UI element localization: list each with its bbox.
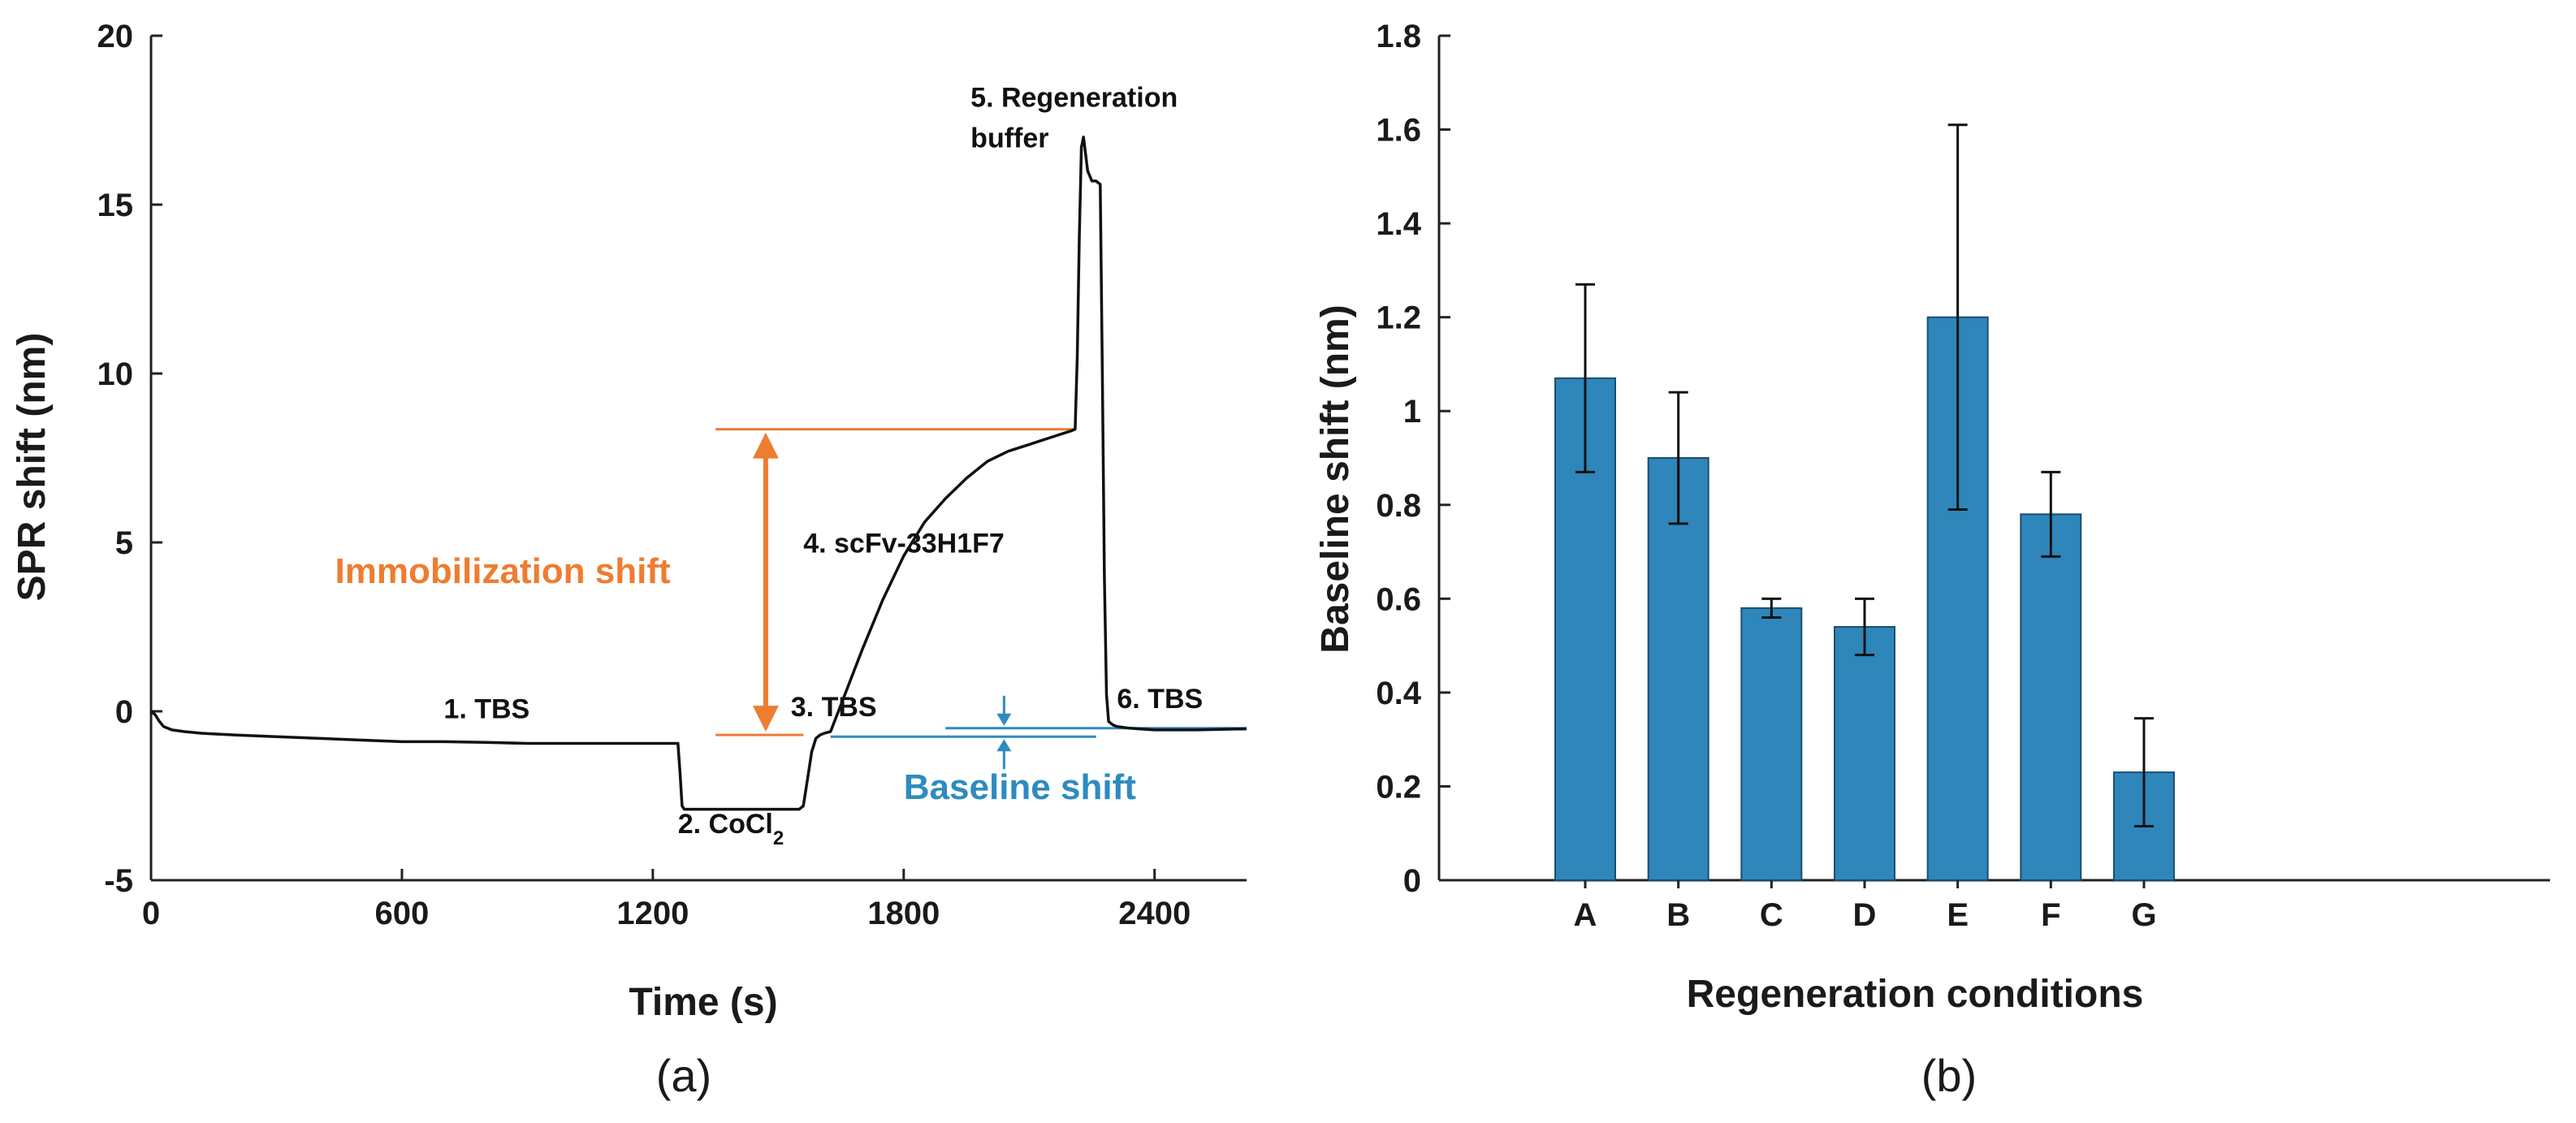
panel-a-annotation: 5. Regeneration bbox=[970, 82, 1178, 113]
panel-a-axes bbox=[149, 36, 1247, 882]
panel-a-y-tick-label: 0 bbox=[115, 694, 133, 730]
category-label-C: C bbox=[1760, 897, 1783, 933]
bar-F bbox=[2020, 513, 2082, 881]
panel-a-series bbox=[149, 136, 1247, 811]
panel-a-shift-guides bbox=[715, 428, 1247, 770]
panel-b-error-bars bbox=[1575, 123, 2154, 828]
panel-a-annotation: 4. scFv-33H1F7 bbox=[803, 528, 1005, 559]
panel-a-x-tick-label: 1200 bbox=[616, 896, 689, 931]
panel-a-ticks: -5 0 5 10 15 20 0 600 1200 1800 2400 bbox=[97, 19, 1191, 931]
category-label-D: D bbox=[1853, 897, 1877, 933]
panel-b-y-tick-label: 1.4 bbox=[1376, 206, 1421, 242]
panel-a-annotation: buffer bbox=[970, 123, 1048, 153]
panel-b-category-labels: A B C D E F G bbox=[1574, 880, 2157, 933]
panel-a-annotation: 6. TBS bbox=[1117, 684, 1203, 715]
panel-a-x-axis-title: Time (s) bbox=[629, 981, 777, 1024]
panel-a-x-tick-label: 1800 bbox=[867, 896, 940, 931]
panel-b-y-tick-label: 0.4 bbox=[1376, 676, 1421, 711]
panel-a-annotation-subscript: 2 bbox=[773, 827, 784, 849]
panel-a-x-tick-label: 0 bbox=[142, 896, 160, 931]
panel-b-bar-chart: 0 0.2 0.4 0.6 0.8 1 1.2 1.4 1.6 1.8 A B C D E F G Regen… bbox=[1314, 19, 2550, 1101]
baseline-arrow-down-head bbox=[996, 713, 1012, 726]
panel-a-y-tick-label: 20 bbox=[97, 19, 134, 54]
panel-a-y-tick-label: 15 bbox=[97, 188, 134, 223]
panel-b-y-tick-label: 0.2 bbox=[1376, 769, 1421, 805]
immobilization-arrow-head-up bbox=[752, 432, 779, 459]
panel-b-axes bbox=[1437, 36, 2550, 882]
panel-b-y-tick-label: 0.8 bbox=[1376, 488, 1421, 524]
panel-b-x-axis-title: Regeneration conditions bbox=[1687, 973, 2144, 1016]
category-label-E: E bbox=[1947, 897, 1969, 933]
panel-b-y-tick-label: 1.2 bbox=[1376, 300, 1421, 336]
panel-b-y-tick-label: 1.8 bbox=[1376, 19, 1421, 54]
panel-a-x-tick-label: 600 bbox=[375, 896, 430, 931]
panel-a-annotation: 3. TBS bbox=[791, 692, 877, 723]
panel-a-caption: (a) bbox=[656, 1050, 711, 1101]
panel-b-y-axis-title: Baseline shift (nm) bbox=[1314, 305, 1357, 653]
panel-a-x-tick-label: 2400 bbox=[1118, 896, 1191, 931]
panel-b-y-tick-label: 1.6 bbox=[1376, 113, 1421, 149]
bar-D bbox=[1834, 626, 1895, 881]
category-label-F: F bbox=[2041, 897, 2060, 933]
immobilization-arrow-head-down bbox=[752, 706, 779, 732]
panel-a-y-tick-label: 10 bbox=[97, 356, 134, 392]
panel-a-y-axis-title: SPR shift (nm) bbox=[11, 333, 54, 602]
panel-b-ticks: 0 0.2 0.4 0.6 0.8 1 1.2 1.4 1.6 1.8 bbox=[1376, 19, 1450, 899]
panel-a-annotation: Immobilization shift bbox=[335, 551, 671, 591]
panel-b-y-tick-label: 0 bbox=[1403, 863, 1421, 899]
category-label-A: A bbox=[1574, 897, 1597, 933]
panel-a-y-tick-label: 5 bbox=[115, 525, 133, 561]
panel-a-annotation: Baseline shift bbox=[904, 767, 1136, 807]
panel-b-caption: (b) bbox=[1921, 1050, 1977, 1101]
panel-a-y-tick-label: -5 bbox=[104, 863, 133, 899]
panel-a-annotation: 1. TBS bbox=[443, 693, 529, 724]
category-label-G: G bbox=[2131, 897, 2156, 933]
panel-b-y-tick-label: 1 bbox=[1403, 394, 1421, 430]
bar-C bbox=[1740, 607, 1803, 882]
baseline-arrow-up-head bbox=[996, 739, 1012, 752]
sensorgram-line bbox=[149, 136, 1247, 811]
panel-b-y-tick-label: 0.6 bbox=[1376, 581, 1421, 617]
category-label-B: B bbox=[1666, 897, 1690, 933]
